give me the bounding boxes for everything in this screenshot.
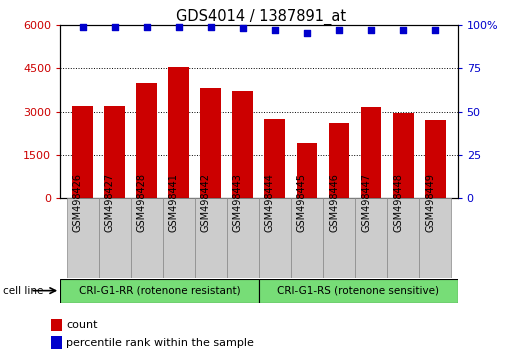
Bar [51, 336, 62, 349]
Bar [51, 319, 62, 331]
Point [142, 24, 151, 29]
Text: percentile rank within the sample: percentile rank within the sample [66, 338, 254, 348]
Bar [60, 279, 259, 303]
Text: GSM498447: GSM498447 [361, 173, 371, 232]
Text: CRI-G1-RS (rotenone sensitive): CRI-G1-RS (rotenone sensitive) [277, 286, 439, 296]
Text: GSM498446: GSM498446 [329, 173, 339, 232]
Point [399, 27, 407, 33]
Bar [393, 113, 414, 198]
Bar [72, 106, 93, 198]
Point [271, 27, 279, 33]
Point [367, 27, 376, 33]
Text: cell line: cell line [3, 286, 43, 296]
Bar [104, 106, 125, 198]
Text: GDS4014 / 1387891_at: GDS4014 / 1387891_at [176, 9, 347, 25]
Text: GSM498445: GSM498445 [297, 173, 307, 232]
Bar [259, 279, 458, 303]
Point [78, 24, 87, 29]
Bar [265, 119, 286, 198]
Bar [425, 120, 446, 198]
Bar [355, 198, 387, 278]
Bar [232, 91, 253, 198]
Text: GSM498441: GSM498441 [169, 173, 179, 232]
Bar [131, 198, 163, 278]
Point [207, 24, 215, 29]
Text: GSM498449: GSM498449 [425, 173, 435, 232]
Text: GSM498427: GSM498427 [105, 173, 115, 232]
Bar [168, 67, 189, 198]
Bar [137, 82, 157, 198]
Bar [387, 198, 419, 278]
Bar [328, 123, 349, 198]
Text: GSM498444: GSM498444 [265, 173, 275, 232]
Bar [323, 198, 355, 278]
Bar [200, 88, 221, 198]
Point [335, 27, 343, 33]
Point [431, 27, 439, 33]
Bar [195, 198, 227, 278]
Text: GSM498443: GSM498443 [233, 173, 243, 232]
Point [238, 25, 247, 31]
Point [175, 24, 183, 29]
Text: GSM498428: GSM498428 [137, 173, 146, 232]
Bar [66, 198, 99, 278]
Text: count: count [66, 320, 98, 330]
Bar [227, 198, 259, 278]
Text: CRI-G1-RR (rotenone resistant): CRI-G1-RR (rotenone resistant) [78, 286, 241, 296]
Point [303, 30, 311, 36]
Bar [361, 107, 381, 198]
Text: GSM498442: GSM498442 [201, 173, 211, 232]
Bar [259, 198, 291, 278]
Bar [163, 198, 195, 278]
Bar [419, 198, 451, 278]
Point [110, 24, 119, 29]
Text: GSM498426: GSM498426 [73, 173, 83, 232]
Bar [291, 198, 323, 278]
Bar [297, 143, 317, 198]
Bar [99, 198, 131, 278]
Text: GSM498448: GSM498448 [393, 173, 403, 232]
